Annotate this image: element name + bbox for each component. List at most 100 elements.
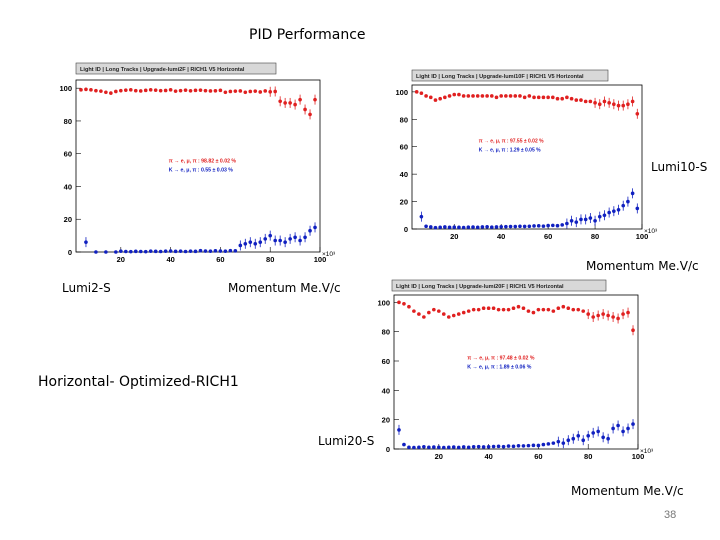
data-point-kaon (193, 249, 198, 254)
data-point-pion (569, 96, 574, 101)
data-point-kaon (104, 250, 108, 254)
data-point-kaon (427, 445, 431, 450)
data-point-kaon (228, 248, 233, 253)
data-point-pion (119, 88, 123, 93)
data-point-kaon (616, 208, 621, 212)
data-point-kaon (635, 206, 640, 211)
data-point-pion (79, 88, 83, 92)
data-point-kaon (466, 445, 471, 450)
data-point-pion (268, 89, 273, 94)
data-point-kaon (583, 217, 588, 222)
data-point-kaon (268, 233, 273, 238)
y-tick-label: 60 (382, 357, 390, 366)
chart-title-box (411, 69, 609, 82)
data-point-pion (611, 315, 615, 319)
data-point-kaon (541, 224, 546, 228)
plot-frame (75, 79, 321, 253)
data-point-pion (586, 312, 591, 316)
data-point-pion (481, 306, 486, 310)
data-point-kaon (158, 249, 163, 254)
data-point-kaon (238, 243, 243, 248)
data-point-pion (233, 89, 238, 93)
chart-lumi2: Light ID | Long Tracks | Upgrade-lumi2F … (59, 62, 336, 264)
data-point-pion (99, 89, 103, 93)
data-point-kaon (541, 442, 546, 447)
data-point-pion (506, 307, 511, 312)
y-tick-label: 100 (59, 84, 72, 93)
data-point-kaon (188, 249, 193, 253)
data-point-kaon (607, 210, 611, 215)
data-point-pion (583, 99, 588, 104)
data-point-pion (531, 310, 536, 315)
data-point-kaon (491, 444, 496, 449)
x-multiplier-label: ×10³ (644, 228, 658, 235)
data-point-pion (263, 89, 268, 93)
data-point-kaon (213, 249, 218, 253)
data-point-kaon (561, 441, 566, 445)
data-point-kaon (438, 225, 442, 230)
data-point-kaon (437, 445, 441, 450)
data-point-kaon (551, 223, 555, 228)
x-tick-label: 80 (584, 452, 592, 461)
x-tick-label: 80 (591, 232, 599, 241)
slide-subtitle: Horizontal- Optimized-RICH1 (38, 374, 239, 390)
data-point-kaon (586, 434, 591, 438)
data-point-kaon (183, 249, 188, 254)
data-point-kaon (143, 249, 148, 254)
legend-entry-kaon: K → e, μ, π : 0.55 ± 0.03 % (169, 168, 234, 174)
y-tick-label: 40 (382, 386, 390, 395)
data-point-kaon (94, 250, 98, 254)
data-point-pion (494, 95, 499, 100)
data-point-pion (457, 92, 461, 97)
data-point-pion (566, 306, 571, 310)
data-point-kaon (451, 445, 456, 449)
data-point-pion (238, 89, 243, 93)
data-point-pion (612, 102, 616, 106)
data-point-kaon (397, 428, 401, 432)
data-point-kaon (480, 225, 485, 229)
y-tick-label: 0 (68, 248, 72, 257)
data-point-pion (561, 304, 566, 309)
data-point-pion (443, 95, 447, 100)
data-point-pion (283, 101, 287, 105)
data-point-kaon (526, 443, 531, 448)
data-point-kaon (223, 249, 228, 253)
data-point-pion (516, 304, 521, 309)
data-point-pion (521, 306, 526, 310)
data-point-pion (541, 307, 546, 312)
data-point-kaon (288, 237, 292, 241)
data-point-pion (496, 307, 501, 312)
data-point-pion (188, 89, 193, 93)
y-tick-label: 80 (400, 115, 408, 124)
data-point-pion (541, 95, 546, 100)
data-point-pion (248, 89, 253, 94)
data-point-kaon (412, 445, 416, 450)
data-point-pion (163, 88, 168, 93)
data-point-pion (635, 112, 640, 116)
data-point-pion (428, 95, 433, 100)
data-point-pion (581, 309, 586, 313)
x-tick-label: 20 (450, 232, 458, 241)
data-point-kaon (560, 223, 565, 227)
data-point-pion (476, 307, 481, 312)
data-point-pion (303, 107, 307, 112)
data-point-pion (123, 88, 128, 92)
data-point-pion (218, 88, 223, 93)
chart-title: Light ID | Long Tracks | Upgrade-lumi2F … (80, 67, 245, 73)
data-point-pion (298, 97, 302, 102)
data-point-pion (489, 94, 494, 98)
data-point-kaon (471, 445, 476, 449)
data-point-pion (437, 309, 441, 313)
chart-lumi10: Light ID | Long Tracks | Upgrade-lumi10F… (395, 69, 658, 241)
data-point-kaon (163, 249, 168, 253)
data-point-pion (84, 87, 88, 92)
data-point-pion (198, 88, 203, 92)
data-point-pion (602, 99, 607, 104)
legend-entry-pion: π → e, μ, π : 97.48 ± 0.02 % (467, 356, 535, 362)
x-tick-label: 60 (544, 232, 552, 241)
data-point-pion (466, 309, 471, 313)
data-point-pion (630, 99, 635, 104)
data-point-kaon (546, 223, 550, 228)
data-point-pion (616, 316, 620, 321)
data-point-kaon (501, 444, 506, 449)
